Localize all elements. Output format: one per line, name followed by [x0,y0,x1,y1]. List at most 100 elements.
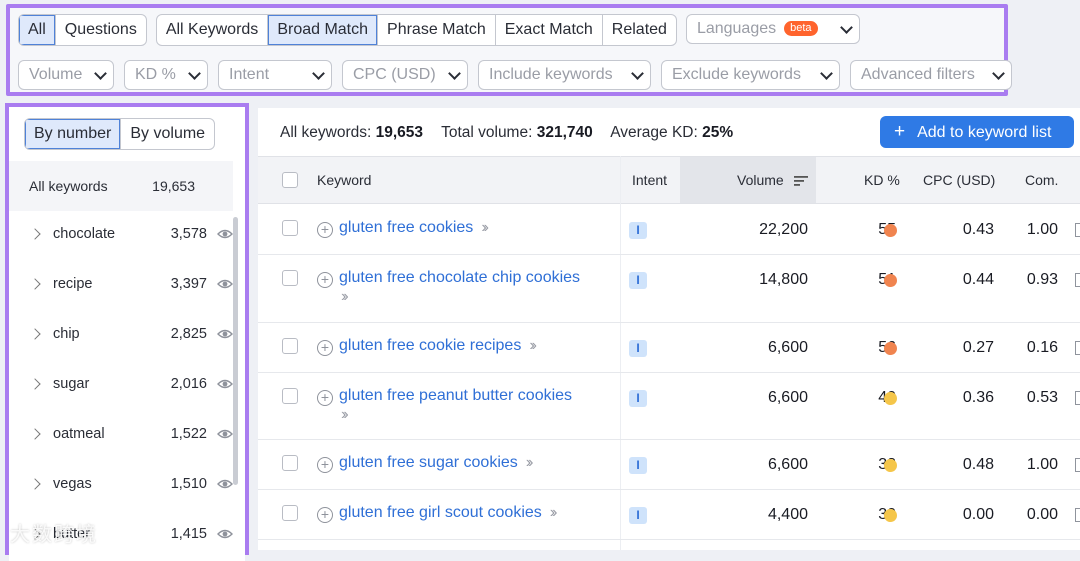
double-chevron-icon[interactable]: ›› [549,504,557,521]
group-item[interactable]: sugar 2,016 [9,359,233,409]
group-list: All keywords 19,653 chocolate 3,578 reci… [9,161,245,561]
add-circle-icon[interactable]: + [317,222,333,238]
chevron-right-icon[interactable] [29,228,41,240]
group-label: recipe [53,276,93,292]
eye-icon[interactable] [217,226,233,242]
group-item[interactable]: chocolate 3,578 [9,209,233,259]
add-circle-icon[interactable]: + [317,340,333,356]
cpc-cell: 0.36 [962,389,994,406]
double-chevron-icon[interactable]: ›› [341,406,348,423]
scope-all[interactable]: All [19,15,56,45]
match-phrase[interactable]: Phrase Match [378,15,496,45]
table-row: + gluten free girl scout cookies ›› I 4,40… [258,490,1080,540]
eye-icon[interactable] [217,326,233,342]
double-chevron-icon[interactable]: ›› [529,337,536,354]
volume-cell: 6,600 [767,456,808,473]
table-row: +gluten free cookies›› I 22,200 55 0.43 … [258,205,1080,255]
cpc-filter[interactable]: CPC (USD) [342,60,468,90]
row-checkbox[interactable] [282,455,298,471]
row-checkbox[interactable] [282,270,298,286]
sort-by-number[interactable]: By number [25,119,122,149]
keyword-link[interactable]: + gluten free peanut butter cookies [317,387,572,406]
chevron-right-icon[interactable] [29,378,41,390]
double-chevron-icon[interactable]: ›› [341,288,348,305]
sidebar-header: By number By volume [9,107,245,161]
row-checkbox[interactable] [282,338,298,354]
match-broad[interactable]: Broad Match [268,15,379,45]
keyword-link[interactable]: + gluten free girl scout cookies ›› [317,504,557,523]
exclude-keywords-filter[interactable]: Exclude keywords [661,60,840,90]
double-chevron-icon[interactable]: ›› [525,454,533,471]
include-keywords-filter[interactable]: Include keywords [478,60,651,90]
group-all-keywords[interactable]: All keywords 19,653 [9,161,233,211]
header-com[interactable]: Com. [1025,172,1059,188]
keyword-link[interactable]: + gluten free sugar cookies ›› [317,454,533,473]
chevron-right-icon[interactable] [29,478,41,490]
chevron-down-icon [631,66,644,80]
header-keyword[interactable]: Keyword [317,172,372,188]
advanced-filters[interactable]: Advanced filters [850,60,1012,90]
keyword-link[interactable]: + gluten free cookies ›› [317,219,489,238]
group-item[interactable]: recipe 3,397 [9,259,233,309]
keyword-link[interactable]: + gluten free chocolate chip cookies [317,269,580,288]
serp-icon[interactable] [1075,273,1080,287]
all-keywords-label: All keywords: [280,124,372,141]
sidebar-scrollbar[interactable] [233,217,238,485]
header-cpc[interactable]: CPC (USD) [923,172,996,188]
chevron-down-icon [312,66,325,80]
group-label: sugar [53,376,90,392]
intent-filter[interactable]: Intent [218,60,332,90]
serp-icon[interactable] [1075,391,1080,405]
group-item[interactable]: butter 1,415 [9,509,233,559]
filters-row-2: Volume KD % Intent CPC (USD) Include key… [18,60,1012,92]
row-checkbox[interactable] [282,220,298,236]
add-circle-icon[interactable]: + [317,507,333,523]
chevron-down-icon [188,66,201,80]
group-count: 3,397 [170,276,207,292]
eye-icon[interactable] [217,526,233,542]
group-count: 19,653 [152,178,195,194]
group-item[interactable]: oatmeal 1,522 [9,409,233,459]
languages-dropdown[interactable]: Languages beta [685,14,860,44]
header-intent[interactable]: Intent [632,172,668,188]
sort-by-volume[interactable]: By volume [130,125,206,142]
scope-questions[interactable]: Questions [64,21,137,38]
group-item[interactable]: vegas 1,510 [9,459,233,509]
eye-icon[interactable] [217,476,233,492]
sort-descending-icon [793,176,808,186]
add-circle-icon[interactable]: + [317,272,333,288]
chevron-right-icon[interactable] [29,328,41,340]
serp-icon[interactable] [1075,223,1080,237]
add-circle-icon[interactable]: + [317,390,333,406]
match-related[interactable]: Related [611,21,667,38]
chevron-right-icon[interactable] [29,428,41,440]
eye-icon[interactable] [217,276,233,292]
eye-icon[interactable] [217,426,233,442]
plus-icon: + [894,121,906,142]
match-exact[interactable]: Exact Match [496,15,603,45]
add-to-keyword-list-button[interactable]: + Add to keyword list [880,116,1074,148]
beta-badge: beta [784,21,818,37]
total-volume-value: 321,740 [536,124,593,141]
add-circle-icon[interactable]: + [317,457,333,473]
row-checkbox[interactable] [282,388,298,404]
volume-filter[interactable]: Volume [18,60,114,90]
serp-icon[interactable] [1075,341,1080,355]
cpc-filter-label: CPC (USD) [353,66,436,83]
match-all-keywords[interactable]: All Keywords [157,15,269,45]
serp-icon[interactable] [1075,508,1080,522]
kd-indicator-dot [884,274,897,287]
select-all-checkbox[interactable] [282,172,298,188]
chevron-right-icon[interactable] [29,278,41,290]
serp-icon[interactable] [1075,458,1080,472]
keyword-text: gluten free girl scout cookies [339,504,542,521]
header-kd[interactable]: KD % [864,172,900,188]
row-checkbox[interactable] [282,505,298,521]
eye-icon[interactable] [217,376,233,392]
keyword-link[interactable]: + gluten free cookie recipes ›› [317,337,537,356]
kd-filter[interactable]: KD % [124,60,208,90]
group-item[interactable]: chip 2,825 [9,309,233,359]
intent-badge: I [629,507,647,524]
header-volume[interactable]: Volume [737,157,808,203]
double-chevron-icon[interactable]: ›› [481,219,488,236]
